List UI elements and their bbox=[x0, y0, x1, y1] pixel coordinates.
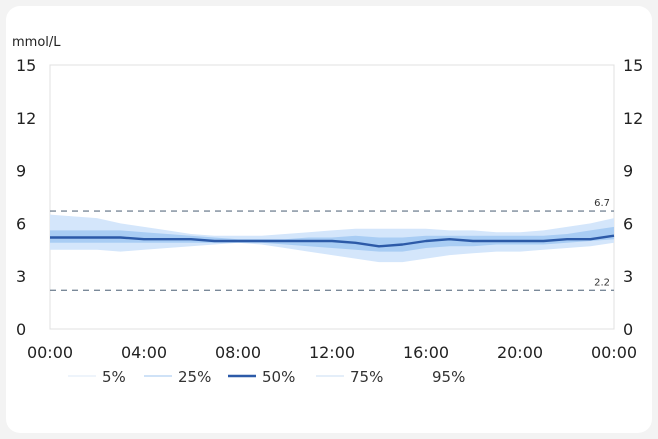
x-tick: 20:00 bbox=[497, 343, 543, 362]
y-tick-left: 9 bbox=[16, 162, 26, 181]
plot-area bbox=[49, 64, 615, 330]
legend-label: 50% bbox=[262, 368, 295, 386]
y-tick-right: 9 bbox=[623, 162, 633, 181]
y-tick-right: 3 bbox=[623, 267, 633, 286]
x-tick: 12:00 bbox=[309, 343, 355, 362]
y-tick-left: 0 bbox=[16, 320, 26, 339]
median-series bbox=[50, 234, 615, 248]
legend-label: 75% bbox=[350, 368, 383, 386]
y-tick-right: 6 bbox=[623, 214, 633, 233]
percentile-bands bbox=[50, 214, 614, 263]
y-tick-right: 0 bbox=[623, 320, 633, 339]
y-ticks-right: 0 3 6 9 12 15 bbox=[623, 56, 643, 339]
y-tick-right: 15 bbox=[623, 56, 643, 75]
y-tick-left: 3 bbox=[16, 267, 26, 286]
y-ticks-left: 0 3 6 9 12 15 bbox=[16, 56, 36, 339]
reference-lines: 6.7 2.2 bbox=[50, 198, 614, 291]
legend-label: 5% bbox=[102, 368, 126, 386]
y-tick-right: 12 bbox=[623, 109, 643, 128]
x-ticks: 00:00 04:00 08:00 12:00 16:00 20:00 00:00 bbox=[27, 343, 637, 362]
reference-label-1: 2.2 bbox=[594, 277, 610, 288]
median-line bbox=[50, 234, 615, 248]
legend: 5% 25% 50% 75% 95% bbox=[68, 368, 465, 386]
x-tick: 00:00 bbox=[27, 343, 73, 362]
reference-label-0: 6.7 bbox=[594, 198, 610, 209]
legend-label: 25% bbox=[178, 368, 211, 386]
legend-label: 95% bbox=[432, 368, 465, 386]
y-tick-left: 6 bbox=[16, 214, 26, 233]
y-axis-unit-label: mmol/L bbox=[12, 35, 61, 50]
x-tick: 00:00 bbox=[591, 343, 637, 362]
x-tick: 04:00 bbox=[121, 343, 167, 362]
y-tick-left: 15 bbox=[16, 56, 36, 75]
band-25-75 bbox=[50, 226, 614, 252]
y-tick-left: 12 bbox=[16, 109, 36, 128]
x-tick: 08:00 bbox=[215, 343, 261, 362]
glucose-percentile-chart: mmol/L 6.7 2.2 0 3 6 9 12 15 0 3 6 9 12 15 00:00 04:… bbox=[12, 35, 643, 386]
x-tick: 16:00 bbox=[403, 343, 449, 362]
chart-card: mmol/L 6.7 2.2 0 3 6 9 12 15 0 3 6 9 12 15 00:00 04:… bbox=[6, 6, 652, 433]
